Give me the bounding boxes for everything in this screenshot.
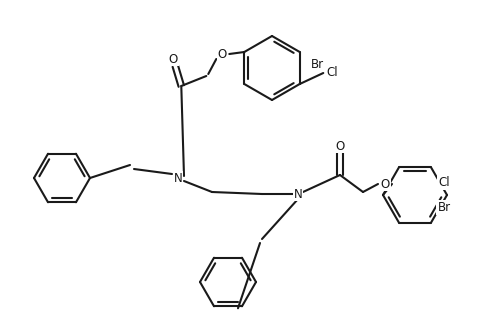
Text: O: O bbox=[218, 48, 227, 61]
Text: Br: Br bbox=[437, 201, 451, 214]
Text: Cl: Cl bbox=[327, 66, 338, 78]
Text: O: O bbox=[335, 139, 345, 153]
Text: N: N bbox=[174, 171, 182, 184]
Text: O: O bbox=[169, 53, 178, 66]
Text: O: O bbox=[380, 177, 389, 191]
Text: Cl: Cl bbox=[438, 176, 450, 189]
Text: Br: Br bbox=[311, 58, 324, 71]
Text: N: N bbox=[294, 187, 302, 201]
